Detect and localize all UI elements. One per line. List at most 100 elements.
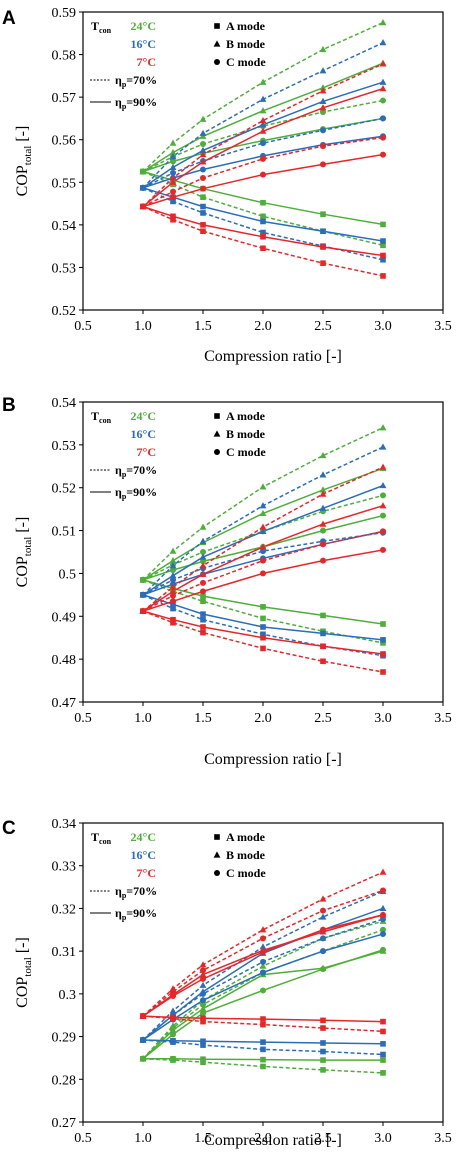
x-tick-label: 3.5 [434, 711, 452, 726]
legend-eta-sub: p [122, 80, 127, 89]
data-point-24c-c-mode [170, 158, 176, 165]
series-line-7c-b-mode-eta70 [142, 63, 384, 208]
data-point-16c-b-mode [169, 1007, 177, 1014]
legend-eta-sub: p [122, 492, 127, 501]
series-line-16c-a-mode-eta70 [142, 1039, 384, 1056]
data-point-16c-b-mode [259, 121, 267, 128]
legend-mode-label: C mode [226, 445, 266, 459]
data-point-7c-a-mode [260, 1021, 266, 1028]
data-point-24c-a-mode [200, 1059, 206, 1065]
data-point-7c-c-mode [320, 161, 326, 168]
legend-mode-label: B mode [226, 37, 266, 51]
series-line-24c-b-mode-eta70 [142, 920, 384, 1060]
series-line-16c-c-mode-eta90 [142, 135, 384, 189]
legend-tcon-sub: con [99, 837, 112, 846]
data-point-7c-c-mode [200, 588, 206, 595]
data-point-16c-b-mode [319, 97, 327, 104]
y-axis-title-main: COP [14, 556, 31, 587]
series-markers [139, 868, 387, 1076]
data-point-24c-a-mode [380, 1070, 386, 1076]
data-point-7c-c-mode [320, 907, 326, 914]
data-point-7c-b-mode [379, 463, 387, 470]
data-point-16c-c-mode [260, 548, 266, 555]
legend-eta-label: ηp=70% [115, 73, 157, 89]
series-line-7c-a-mode-eta90 [142, 205, 384, 257]
series-line-24c-a-mode-eta90 [142, 170, 384, 226]
y-axis-title-sub: total [22, 146, 34, 166]
legend-eta-symbol: η [115, 884, 122, 898]
data-point-7c-a-mode [380, 651, 386, 657]
data-point-7c-a-mode [170, 213, 176, 220]
data-point-16c-a-mode [170, 605, 176, 612]
data-point-24c-a-mode [260, 615, 266, 622]
data-point-24c-c-mode [380, 97, 386, 104]
data-point-7c-b-mode [169, 174, 177, 181]
data-point-24c-a-mode [380, 621, 386, 627]
y-tick-label: 0.33 [52, 860, 77, 875]
y-axis-title-sub: total [22, 537, 34, 557]
y-tick-label: 0.29 [52, 1031, 77, 1046]
data-point-24c-a-mode [260, 1056, 266, 1063]
legend-circle-marker [214, 870, 220, 876]
x-tick-label: 3.5 [434, 319, 452, 334]
data-point-16c-c-mode [320, 935, 326, 942]
x-axis-title: Compression ratio [-] [204, 751, 342, 768]
legend-tcon-main: T [91, 19, 99, 33]
series-line-7c-a-mode-eta90 [142, 1015, 384, 1023]
data-point-16c-b-mode [199, 146, 207, 153]
data-point-7c-b-mode [199, 562, 207, 569]
series-line-7c-a-mode-eta70 [142, 610, 384, 673]
data-point-16c-a-mode [320, 630, 326, 637]
data-point-16c-c-mode [260, 140, 266, 147]
data-point-24c-c-mode [200, 1001, 206, 1008]
legend-triangle-marker [213, 851, 221, 858]
data-point-7c-b-mode [169, 587, 177, 595]
legend-tcon-label: Tcon [91, 830, 112, 846]
data-point-24c-b-mode [259, 107, 267, 114]
legend-mode-label: A mode [226, 830, 266, 844]
data-point-24c-b-mode [259, 78, 267, 85]
legend-eta-sub: p [122, 102, 127, 111]
data-point-7c-c-mode [260, 155, 266, 162]
data-point-7c-a-mode [380, 273, 386, 279]
data-point-7c-a-mode [260, 1016, 266, 1022]
data-point-16c-c-mode [140, 1036, 146, 1043]
data-point-16c-c-mode [200, 997, 206, 1004]
data-point-7c-c-mode [200, 579, 206, 586]
data-point-24c-b-mode [169, 139, 177, 146]
legend-eta-value: =70% [126, 73, 157, 87]
series-line-16c-c-mode-eta70 [142, 117, 384, 189]
series-line-24c-a-mode-eta90 [143, 1058, 383, 1061]
series-line-7c-c-mode-eta90 [142, 549, 384, 612]
data-point-7c-a-mode [200, 222, 206, 228]
y-axis-title-unit: [-] [14, 517, 31, 537]
data-point-7c-c-mode [380, 134, 386, 141]
legend-temp-label: 24°C [131, 830, 156, 844]
series-line-16c-b-mode-eta90 [142, 907, 384, 1041]
panel-letter: A [2, 8, 16, 29]
data-point-7c-b-mode [379, 502, 387, 509]
data-point-7c-b-mode [169, 583, 177, 590]
data-point-7c-c-mode [140, 608, 146, 615]
y-tick-label: 0.58 [52, 49, 77, 64]
data-point-16c-b-mode [379, 443, 387, 450]
data-point-24c-c-mode [200, 558, 206, 565]
data-point-7c-c-mode [320, 143, 326, 150]
series-line-7c-b-mode-eta90 [142, 914, 384, 1017]
x-tick-label: 1.0 [134, 711, 152, 726]
series-line-24c-c-mode-eta70 [142, 99, 384, 173]
series-line-7c-c-mode-eta70 [142, 136, 384, 208]
data-point-16c-c-mode [140, 184, 146, 191]
legend-eta-symbol: η [115, 485, 122, 499]
data-point-16c-a-mode [320, 1048, 326, 1055]
x-tick-label: 2.5 [314, 711, 332, 726]
x-tick-label: 3.0 [374, 1131, 392, 1146]
legend-eta-value: =70% [126, 463, 157, 477]
legend-mode-label: B mode [226, 848, 266, 862]
legend-mode-label: C mode [226, 55, 266, 69]
legend-square-marker [214, 23, 220, 29]
data-point-16c-a-mode [380, 256, 386, 263]
data-point-16c-b-mode [199, 537, 207, 544]
